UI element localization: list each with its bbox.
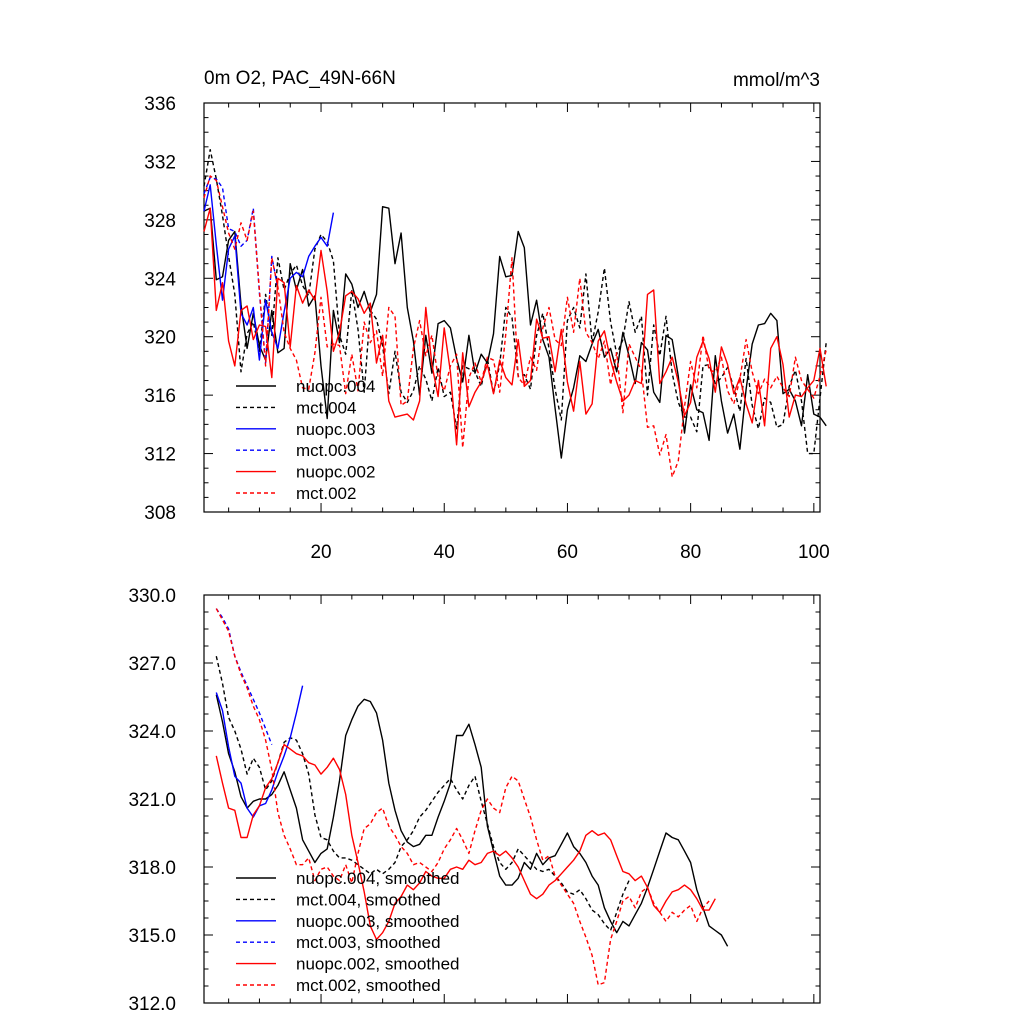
y-tick-label: 320 [144,328,176,349]
x-tick-label: 40 [434,542,455,563]
y-tick-label: 308 [144,503,176,524]
top-panel: 20 40 60 80 100 308 312 316 320 324 328 332 336 nuopc… [144,94,829,563]
series-line-nuopc-004-smoothed [215,694,729,947]
y-tick-label: 336 [144,94,176,115]
y-tick-label: 315.0 [128,926,176,947]
y-tick-label: 327.0 [128,654,176,675]
legend: nuopc.004 mct.004 nuopc.003 mct.003 nuopc.00… [236,377,375,503]
legend-label: mct.003 [296,441,356,460]
series-line-nuopc-003-smoothed [215,685,304,818]
series-line-mct-004 [203,148,827,455]
y-tick-label: 318.0 [128,858,176,879]
bottom-panel: 312.0 315.0 318.0 321.0 324.0 327.0 330.0 nuopc… [128,586,821,1015]
x-tick-label: 60 [557,542,578,563]
y-tick-label: 324.0 [128,722,176,743]
x-tick-label: 20 [310,542,331,563]
y-tick-label: 332 [144,152,176,173]
series-line-nuopc-002-smoothed [215,743,716,941]
legend-label: nuopc.002, smoothed [296,955,460,974]
legend: nuopc.004, smoothed mct.004, smoothed nuop… [236,869,460,995]
legend-label: nuopc.004, smoothed [296,869,460,888]
legend-label: nuopc.004 [296,377,375,396]
series-line-mct-002 [203,175,827,478]
series-line-mct-002-smoothed [215,608,710,986]
y-tick-label: 312.0 [128,994,176,1015]
y-tick-label: 330.0 [128,586,176,607]
y-tick-label: 312 [144,445,176,466]
legend-label: mct.002 [296,484,356,503]
legend-label: nuopc.003 [296,420,375,439]
series-line-nuopc-002 [203,207,827,446]
y-tick-label: 321.0 [128,790,176,811]
chart-title: 0m O2, PAC_49N-66N [204,68,396,89]
legend-label: mct.003, smoothed [296,933,441,952]
x-tick-label: 80 [680,542,701,563]
series-line-mct-004-smoothed [215,656,630,932]
series-line-mct-003-smoothed [215,608,273,745]
series-line-nuopc-004 [203,205,827,459]
legend-label: mct.002, smoothed [296,976,441,995]
legend-label: nuopc.003, smoothed [296,912,460,931]
legend-label: mct.004 [296,398,356,417]
legend-label: nuopc.002 [296,463,375,482]
y-tick-label: 316 [144,386,176,407]
units-label: mmol/m^3 [733,70,820,91]
y-tick-label: 328 [144,211,176,232]
y-tick-label: 324 [144,269,176,290]
x-tick-label: 100 [798,542,830,563]
legend-label: mct.004, smoothed [296,890,441,909]
